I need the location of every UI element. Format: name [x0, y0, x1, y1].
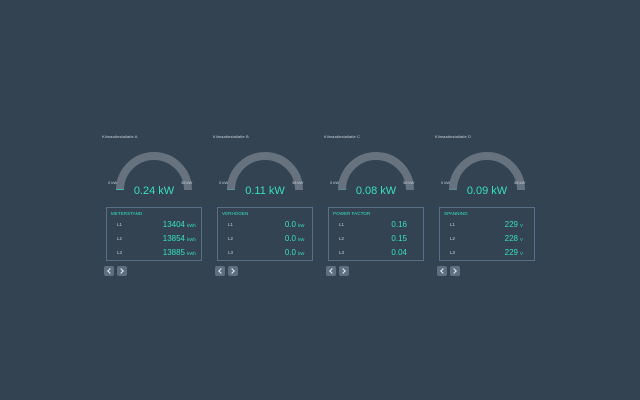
gauge-min-label: 0 kW [219, 180, 229, 185]
power-gauge [447, 150, 527, 195]
meter-panel: VERHOGEN L1 0.0 kW L2 0.0 kW L3 0.0 kW [217, 207, 313, 261]
phase-label: L1 [228, 222, 233, 227]
next-button[interactable] [339, 266, 349, 276]
phase-value: 0.0 [284, 248, 296, 257]
gauge-max-label: 38 kW [514, 180, 526, 185]
power-gauge [114, 150, 194, 195]
chevron-left-icon [107, 268, 113, 274]
prev-button[interactable] [215, 266, 225, 276]
gauge-max-label: 38 kW [292, 180, 304, 185]
panel-title: METERSTAND [111, 211, 143, 216]
phase-value: 13854 [162, 234, 185, 243]
chevron-right-icon [229, 268, 235, 274]
meter-panel: SPANNING L1 229 V L2 228 V L3 229 V [439, 207, 535, 261]
gauge-value: 0.09 kW [466, 185, 508, 197]
chevron-right-icon [340, 268, 346, 274]
phase-label: L3 [339, 250, 344, 255]
chevron-right-icon [451, 268, 457, 274]
gauge-arc [116, 152, 192, 191]
phase-unit: V [520, 222, 523, 228]
chevron-left-icon [440, 268, 446, 274]
gauge-min-label: 0 kW [330, 180, 340, 185]
phase-label: L3 [117, 250, 122, 255]
phase-value: 228 [504, 234, 518, 243]
phase-value: 13885 [162, 248, 185, 257]
power-gauge [225, 150, 305, 195]
phase-label: L1 [339, 222, 344, 227]
gauge-value: 0.24 kW [133, 185, 175, 197]
phase-unit: V [520, 250, 523, 256]
phase-value: 0.16 [391, 220, 407, 229]
gauge-value: 0.11 kW [245, 185, 285, 197]
gauge-max-label: 38 kW [403, 180, 415, 185]
phase-value: 0.15 [391, 234, 407, 243]
phase-row-l1: L1 13404 kWh [107, 220, 203, 230]
phase-unit: kWh [187, 236, 196, 242]
gauge-arc [337, 152, 414, 191]
chevron-left-icon [329, 268, 335, 274]
phase-row-l2: L2 0.0 kW [218, 234, 314, 244]
next-button[interactable] [450, 266, 460, 276]
phase-label: L2 [339, 236, 344, 241]
gauge-arc [448, 152, 525, 191]
phase-row-l3: L3 229 V [440, 248, 536, 258]
phase-unit: kW [298, 222, 305, 228]
phase-value: 229 [504, 248, 518, 257]
prev-button[interactable] [437, 266, 447, 276]
phase-unit: kWh [187, 250, 196, 256]
power-gauge [336, 150, 416, 195]
meter-panel: POWER FACTOR L1 0.16 L2 0.15 L3 0.04 [328, 207, 424, 261]
phase-row-l3: L3 0.0 kW [218, 248, 314, 258]
chevron-right-icon [118, 268, 124, 274]
gauge-max-label: 38 kW [181, 180, 193, 185]
unit-title: Kilmaatinstallatie B [213, 134, 249, 139]
gauge-min-label: 0 kW [108, 180, 118, 185]
phase-row-l2: L2 228 V [440, 234, 536, 244]
next-button[interactable] [117, 266, 127, 276]
prev-button[interactable] [104, 266, 114, 276]
phase-value: 0.04 [391, 248, 407, 257]
chevron-left-icon [218, 268, 224, 274]
phase-row-l2: L2 13854 kWh [107, 234, 203, 244]
phase-value: 0.0 [284, 220, 296, 229]
phase-row-l3: L3 0.04 [329, 248, 425, 258]
phase-label: L3 [450, 250, 455, 255]
phase-unit: kW [298, 236, 305, 242]
phase-row-l1: L1 0.0 kW [218, 220, 314, 230]
phase-unit: kWh [187, 222, 196, 228]
phase-label: L1 [450, 222, 455, 227]
phase-label: L2 [450, 236, 455, 241]
panel-title: VERHOGEN [222, 211, 249, 216]
phase-row-l3: L3 13885 kWh [107, 248, 203, 258]
phase-label: L2 [117, 236, 122, 241]
panel-title: SPANNING [444, 211, 468, 216]
phase-row-l1: L1 229 V [440, 220, 536, 230]
gauge-value: 0.08 kW [355, 185, 397, 197]
phase-value: 13404 [162, 220, 185, 229]
unit-title: Kilmaatinstallatie A [102, 134, 138, 139]
phase-label: L3 [228, 250, 233, 255]
gauge-min-label: 0 kW [441, 180, 451, 185]
phase-unit: kW [298, 250, 305, 256]
prev-button[interactable] [326, 266, 336, 276]
phase-row-l1: L1 0.16 [329, 220, 425, 230]
phase-unit: V [520, 236, 523, 242]
meter-panel: METERSTAND L1 13404 kWh L2 13854 kWh L3 … [106, 207, 202, 261]
gauge-arc [226, 152, 303, 191]
phase-row-l2: L2 0.15 [329, 234, 425, 244]
phase-value: 229 [504, 220, 518, 229]
phase-label: L2 [228, 236, 233, 241]
unit-title: Kilmaatinstallatie D [435, 134, 472, 139]
phase-label: L1 [117, 222, 122, 227]
panel-title: POWER FACTOR [333, 211, 371, 216]
phase-value: 0.0 [284, 234, 296, 243]
unit-title: Kilmaatinstallatie C [324, 134, 361, 139]
next-button[interactable] [228, 266, 238, 276]
